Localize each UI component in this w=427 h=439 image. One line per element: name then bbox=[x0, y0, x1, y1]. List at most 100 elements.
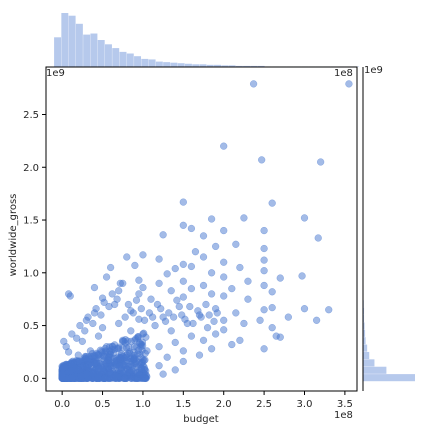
scatter-point bbox=[276, 274, 284, 282]
scatter-point bbox=[142, 333, 150, 341]
scatter-point bbox=[181, 315, 189, 323]
scatter-point bbox=[167, 327, 175, 335]
scatter-point bbox=[249, 80, 258, 88]
scatter-point bbox=[129, 309, 137, 317]
histogram-bar bbox=[170, 62, 178, 67]
scatter-point bbox=[228, 284, 236, 293]
histogram-bar bbox=[363, 315, 365, 323]
scatter-point bbox=[244, 295, 252, 303]
scatter-point bbox=[126, 349, 134, 358]
scatter-point bbox=[151, 321, 159, 330]
scatter-point bbox=[135, 358, 143, 366]
scatter-point bbox=[137, 343, 145, 351]
scatter-point bbox=[317, 158, 325, 166]
histogram-bar bbox=[363, 307, 365, 315]
scatter-point bbox=[105, 302, 113, 311]
scatter-point bbox=[211, 242, 220, 251]
scatter-point bbox=[139, 251, 147, 259]
scatter-point bbox=[258, 156, 266, 164]
scatter-point bbox=[75, 357, 83, 365]
scatter-point bbox=[124, 300, 133, 309]
histogram-bar bbox=[134, 56, 142, 67]
scatter-point bbox=[90, 283, 99, 292]
histogram-bar bbox=[206, 64, 214, 67]
x-axis-ticks: 0.0 0.5 1.0 1.5 2.0 2.5 3.0 3.5 bbox=[54, 391, 353, 410]
scatter-point bbox=[179, 293, 187, 301]
scatter-point bbox=[116, 279, 124, 288]
scatter-point bbox=[92, 305, 100, 313]
scatter-point bbox=[232, 309, 240, 317]
histogram-bar bbox=[54, 37, 62, 67]
histogram-bar bbox=[184, 63, 192, 67]
scatter-point bbox=[260, 306, 268, 314]
scatter-point bbox=[189, 319, 197, 328]
y-tick-label: 2.0 bbox=[23, 163, 39, 174]
scatter-point bbox=[102, 273, 111, 281]
histogram-bar bbox=[83, 34, 91, 67]
scatter-point bbox=[232, 240, 240, 248]
scatter-point bbox=[108, 290, 116, 298]
scatter-point bbox=[268, 199, 276, 207]
histogram-bar bbox=[363, 366, 387, 374]
scatter-point bbox=[205, 311, 213, 319]
scatter-point bbox=[312, 316, 321, 324]
scatter-point bbox=[148, 313, 157, 321]
scatter-point bbox=[84, 353, 93, 361]
scatter-point bbox=[147, 295, 155, 303]
y-offset-label-top: 1e9 bbox=[46, 68, 65, 79]
histogram-bar bbox=[126, 53, 134, 67]
scatter-point bbox=[187, 332, 196, 340]
scatter-point bbox=[118, 337, 127, 346]
scatter-point bbox=[179, 198, 187, 206]
scatter-point bbox=[268, 303, 276, 312]
scatter-plot-area: 0.0 0.5 1.0 1.5 2.0 2.5 3.0 3.5 0.0 0.5 1.0 1.5 2.0… bbox=[23, 66, 358, 410]
histogram-bar bbox=[221, 65, 229, 67]
histogram-bar bbox=[75, 23, 83, 67]
scatter-point bbox=[159, 231, 167, 239]
histogram-bar bbox=[363, 337, 366, 345]
scatter-point bbox=[325, 306, 333, 314]
scatter-point bbox=[140, 316, 149, 324]
scatter-point bbox=[64, 348, 73, 356]
x-offset-label-top: 1e8 bbox=[334, 68, 353, 79]
scatter-point bbox=[220, 326, 228, 334]
scatter-point bbox=[179, 347, 187, 355]
histogram-bar bbox=[214, 64, 221, 67]
scatter-point bbox=[131, 261, 139, 270]
scatter-point bbox=[236, 263, 244, 272]
scatter-point bbox=[155, 255, 163, 263]
scatter-point bbox=[187, 224, 196, 233]
scatter-point bbox=[284, 313, 292, 321]
scatter-point bbox=[155, 279, 163, 288]
scatter-point bbox=[199, 232, 208, 240]
scatter-point bbox=[220, 226, 228, 235]
histogram-bar bbox=[97, 40, 105, 67]
scatter-point bbox=[101, 374, 109, 382]
scatter-point bbox=[199, 253, 208, 261]
scatter-point bbox=[171, 338, 179, 347]
scatter-point bbox=[116, 355, 124, 363]
scatter-point bbox=[81, 327, 89, 335]
scatter-point bbox=[113, 295, 121, 303]
histogram-bar bbox=[228, 65, 236, 67]
scatter-point bbox=[202, 300, 210, 309]
x-tick-label: 1.0 bbox=[135, 399, 151, 410]
y-tick-label: 0.5 bbox=[23, 321, 39, 332]
scatter-point bbox=[73, 334, 81, 342]
scatter-point bbox=[220, 273, 228, 281]
scatter-point bbox=[179, 221, 187, 229]
scatter-point bbox=[268, 324, 276, 332]
scatter-point bbox=[123, 356, 131, 364]
scatter-point bbox=[76, 321, 84, 330]
scatter-point bbox=[66, 292, 74, 300]
scatter-point bbox=[179, 260, 187, 269]
scatter-point bbox=[300, 214, 309, 222]
scatter-point bbox=[220, 258, 228, 266]
scatter-point bbox=[173, 296, 181, 304]
histogram-bar bbox=[243, 65, 251, 67]
scatter-point bbox=[314, 234, 322, 242]
scatter-point bbox=[186, 302, 194, 311]
scatter-point bbox=[191, 248, 200, 256]
scatter-point bbox=[220, 142, 228, 150]
